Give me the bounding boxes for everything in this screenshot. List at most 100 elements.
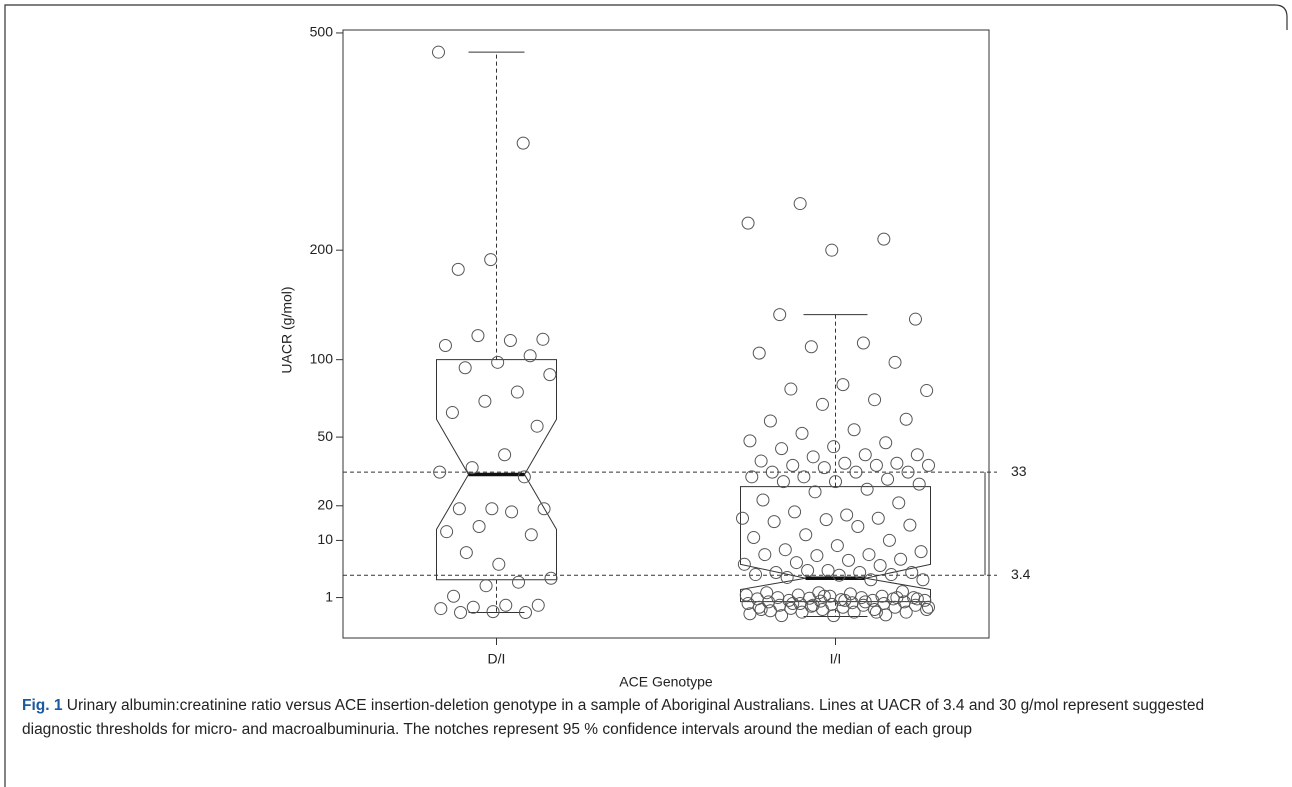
data-point [432, 45, 445, 59]
data-point [849, 465, 863, 479]
data-point [478, 394, 492, 408]
data-point [505, 505, 519, 519]
data-point [434, 602, 448, 616]
plot-frame [342, 29, 990, 639]
data-point [775, 609, 789, 623]
data-point [827, 440, 841, 454]
data-point [836, 378, 850, 392]
data-point [908, 312, 922, 326]
data-point [471, 329, 485, 343]
data-point [531, 598, 545, 612]
data-point [517, 470, 531, 484]
data-point [868, 393, 882, 407]
data-point [806, 450, 820, 464]
notched-box [436, 359, 557, 581]
data-point [754, 603, 768, 617]
data-point [901, 465, 915, 479]
data-point [741, 216, 755, 230]
data-point [795, 605, 809, 619]
caption-text: Urinary albumin:creatinine ratio versus … [22, 697, 1205, 738]
y-axis-title: UACR (g/mol) [279, 286, 295, 373]
y-tick-label: 1 [325, 588, 333, 604]
data-point [908, 598, 922, 612]
data-point [472, 520, 486, 534]
data-point [851, 520, 865, 534]
data-point [853, 565, 867, 579]
data-point [736, 511, 749, 525]
data-point [537, 502, 551, 516]
notched-box [740, 486, 931, 603]
data-point [903, 518, 917, 532]
y-tick-label: 500 [310, 24, 334, 40]
data-point [847, 605, 861, 619]
data-point [786, 458, 800, 472]
data-point [749, 568, 763, 582]
data-point [808, 485, 822, 499]
data-point [868, 603, 882, 617]
data-point [815, 397, 829, 411]
data-point [465, 461, 479, 475]
data-point [815, 603, 829, 617]
data-point [821, 563, 835, 577]
data-point [860, 482, 874, 496]
data-point [486, 605, 500, 619]
data-point [830, 539, 844, 553]
data-point [920, 603, 934, 617]
data-point [869, 605, 883, 619]
data-point [910, 448, 924, 462]
data-point [786, 597, 800, 611]
data-point [888, 355, 902, 369]
data-point [739, 588, 753, 602]
data-point [804, 340, 818, 354]
data-point [485, 502, 499, 516]
data-point [875, 589, 889, 603]
y-tick-label: 200 [310, 241, 334, 257]
data-point [801, 563, 815, 577]
data-point [458, 361, 472, 375]
data-point [838, 456, 852, 470]
data-point [789, 556, 803, 570]
data-point [447, 589, 461, 603]
data-point [892, 496, 906, 510]
data-point [829, 475, 842, 489]
data-point [888, 600, 902, 614]
data-point [523, 349, 537, 363]
data-point [862, 548, 876, 562]
data-point [879, 436, 893, 450]
data-point [737, 557, 751, 571]
data-point [788, 505, 802, 519]
data-point [745, 470, 759, 484]
data-point [793, 197, 807, 211]
data-point [445, 406, 459, 420]
data-point [869, 458, 883, 472]
x-axis-title: ACE Genotype [619, 674, 713, 690]
data-point [754, 454, 768, 468]
data-point [899, 412, 913, 426]
data-point [894, 552, 908, 566]
data-point [743, 434, 757, 448]
data-point [871, 511, 885, 525]
data-point [806, 598, 820, 612]
data-point [899, 605, 913, 619]
data-point [882, 533, 896, 547]
data-point [858, 595, 872, 609]
data-point [743, 607, 757, 621]
data-point [881, 472, 895, 486]
data-point [856, 336, 870, 350]
data-point [827, 609, 841, 623]
data-point [491, 355, 505, 369]
data-point [817, 589, 831, 603]
data-point [452, 502, 466, 516]
data-point [451, 262, 465, 276]
data-point [516, 136, 530, 150]
data-point [910, 592, 924, 606]
data-point [877, 232, 891, 246]
data-point [784, 382, 798, 396]
data-point [775, 442, 789, 456]
data-point [799, 528, 813, 542]
data-point [890, 591, 904, 605]
data-point [825, 243, 839, 257]
data-point [747, 531, 761, 545]
